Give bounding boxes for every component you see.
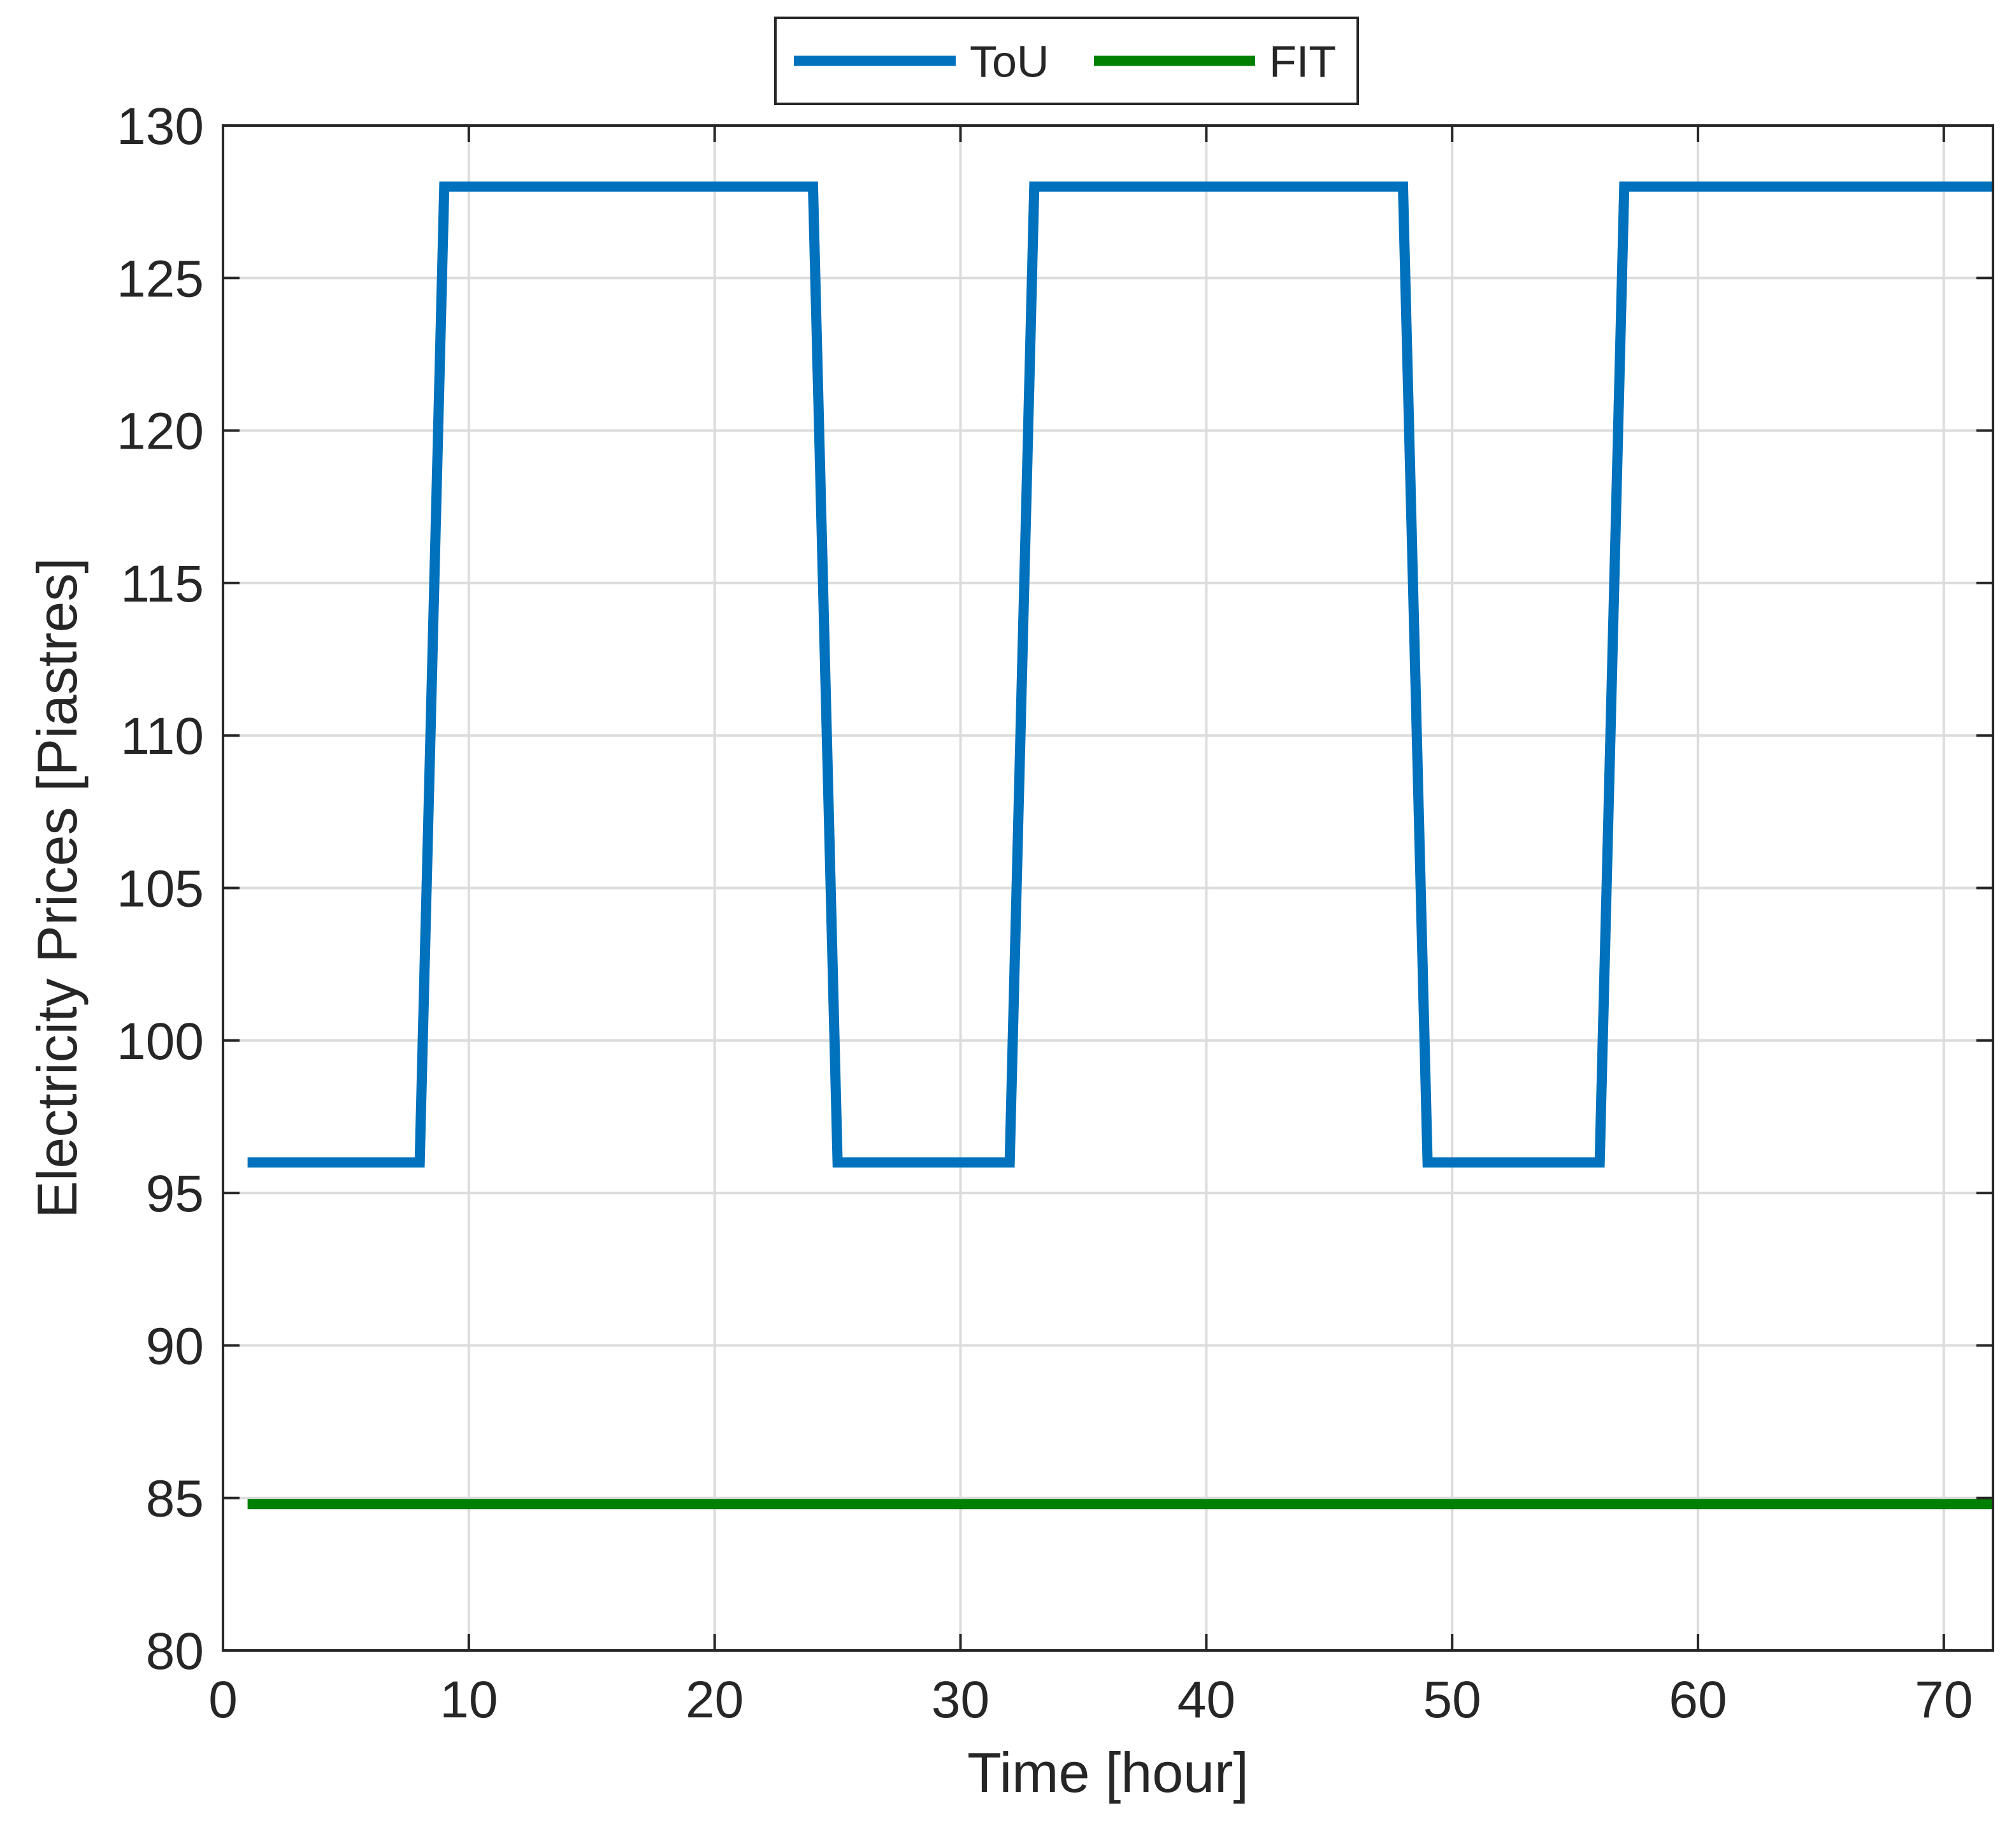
x-tick-label: 10 [440,1671,498,1729]
legend-label-fit: FIT [1269,37,1336,87]
y-tick-label: 90 [146,1317,204,1375]
x-axis-label: Time [hour] [967,1741,1249,1804]
y-tick-label: 100 [117,1013,204,1071]
y-tick-label: 80 [146,1622,204,1680]
y-tick-label: 85 [146,1470,204,1528]
y-tick-label: 95 [146,1165,204,1223]
x-tick-label: 50 [1423,1671,1481,1729]
x-tick-label: 0 [208,1671,238,1729]
y-tick-label: 130 [117,97,204,155]
x-tick-label: 30 [931,1671,989,1729]
y-tick-label: 105 [117,860,204,918]
y-tick-label: 115 [120,555,204,613]
y-tick-label: 110 [120,707,204,765]
series-line-tou [247,181,1993,1168]
gridlines [223,126,1993,1650]
plot-series [247,181,1993,1510]
y-tick-label: 125 [117,250,204,308]
tick-labels: 0 10 20 30 40 50 60 70 80 85 90 95 100 105 110 115 120 12… [117,97,1973,1729]
x-tick-label: 60 [1669,1671,1727,1729]
y-axis-label: Electricity Prices [Piastres] [25,558,89,1218]
legend-label-tou: ToU [970,37,1049,87]
y-tick-label: 120 [117,403,204,461]
axis-ticks [222,124,1993,1652]
x-tick-label: 40 [1177,1671,1235,1729]
x-tick-label: 20 [686,1671,744,1729]
x-tick-label: 70 [1915,1671,1973,1729]
legend: ToU FIT [774,17,1359,105]
